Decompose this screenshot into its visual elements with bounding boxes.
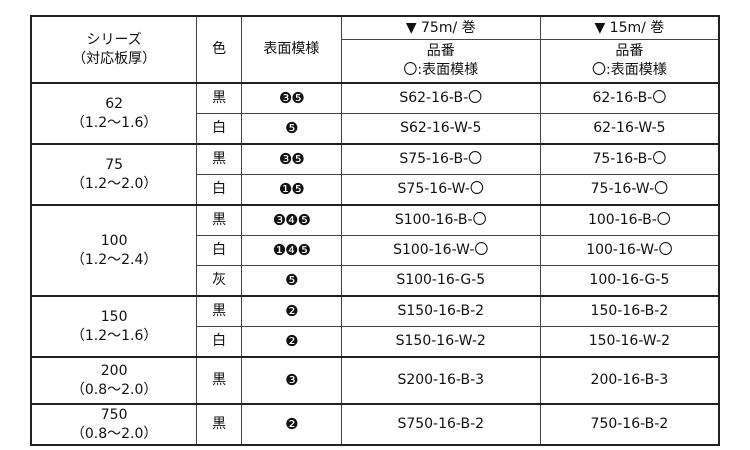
header-series: シリーズ （対応板厚） — [30, 15, 198, 84]
pattern-cell: ❺ — [241, 265, 342, 297]
pattern-cell: ❸❺ — [241, 82, 342, 114]
header-part-75: 品番 〇:表面模様 — [340, 39, 541, 84]
table-row: 白 ❶❺ S75-16-W-〇 75-16-W-〇 — [31, 174, 720, 206]
table-row: 200 （0.8～2.0）黒 ❸ S200-16-B-3 200-16-B-3 — [30, 356, 720, 405]
part-75-cell: S62-16-B-〇 — [340, 82, 541, 114]
series-cell: 200 （0.8～2.0） — [30, 356, 198, 405]
color-cell: 黒 — [196, 403, 243, 446]
part-15-cell: 100-16-G-5 — [539, 265, 720, 297]
part-15-cell: 200-16-B-3 — [539, 356, 720, 405]
pattern-cell: ❶❺ — [241, 174, 342, 206]
table-row: 150 （1.2～1.6）黒 ❷ S150-16-B-2 150-16-B-2 — [30, 295, 720, 358]
pattern-cell: ❷ — [241, 295, 342, 327]
part-15-cell: 62-16-W-5 — [539, 113, 720, 145]
part-15-cell: 750-16-B-2 — [539, 403, 720, 446]
table-row: 白 ❺ S62-16-W-5 62-16-W-5 — [31, 113, 720, 145]
series-cell: 150 （1.2～1.6） — [30, 295, 198, 358]
series-cell: 750 （0.8～2.0） — [30, 403, 198, 446]
color-cell: 黒 — [196, 204, 243, 236]
part-15-cell: 150-16-B-2 — [539, 295, 720, 327]
part-15-cell: 75-16-W-〇 — [539, 174, 720, 206]
part-75-cell: S100-16-W-〇 — [340, 235, 541, 266]
part-75-cell: S200-16-B-3 — [340, 356, 541, 405]
series-cell: 100 （1.2～2.4） — [30, 204, 198, 297]
color-cell: 白 — [196, 326, 243, 358]
pattern-cell: ❺ — [241, 113, 342, 145]
part-75-cell: S100-16-G-5 — [340, 265, 541, 297]
table-row: 75 （1.2～2.0）黒 ❸❺ S75-16-B-〇 75-16-B-〇 — [30, 143, 720, 206]
color-cell: 白 — [196, 235, 243, 266]
part-15-cell: 100-16-B-〇 — [539, 204, 720, 236]
table-row: 62 （1.2～1.6）黒 ❸❺ S62-16-B-〇 62-16-B-〇 — [30, 82, 720, 145]
header-color: 色 — [196, 15, 243, 84]
part-75-cell: S62-16-W-5 — [340, 113, 541, 145]
pattern-cell: ❷ — [241, 326, 342, 358]
color-cell: 黒 — [196, 356, 243, 405]
color-cell: 白 — [196, 113, 243, 145]
table-row: 750 （0.8～2.0）黒 ❷ S750-16-B-2 750-16-B-2 — [30, 403, 720, 446]
pattern-cell: ❸❹❺ — [241, 204, 342, 236]
color-cell: 黒 — [196, 295, 243, 327]
pattern-cell: ❸❺ — [241, 143, 342, 175]
part-75-cell: S75-16-B-〇 — [340, 143, 541, 175]
part-75-cell: S150-16-W-2 — [340, 326, 541, 358]
part-75-cell: S750-16-B-2 — [340, 403, 541, 446]
part-75-cell: S150-16-B-2 — [340, 295, 541, 327]
part-15-cell: 150-16-W-2 — [539, 326, 720, 358]
series-cell: 62 （1.2～1.6） — [30, 82, 198, 145]
part-75-cell: S100-16-B-〇 — [340, 204, 541, 236]
header-part-15: 品番 〇:表面模様 — [539, 39, 720, 84]
color-cell: 黒 — [196, 82, 243, 114]
pattern-cell: ❷ — [241, 403, 342, 446]
product-table: シリーズ （対応板厚） 色 表面模様 ▼ 75m/ 巻 ▼ 15m/ 巻 品番 〇:… — [30, 15, 720, 446]
series-cell: 75 （1.2～2.0） — [30, 143, 198, 206]
part-15-cell: 75-16-B-〇 — [539, 143, 720, 175]
table-row: 100 （1.2～2.4）黒 ❸❹❺ S100-16-B-〇 100-16-B-〇 — [30, 204, 720, 297]
part-75-cell: S75-16-W-〇 — [340, 174, 541, 206]
header-pattern: 表面模様 — [241, 15, 342, 84]
header-roll-15: ▼ 15m/ 巻 — [539, 15, 720, 40]
table-row: 灰 ❺ S100-16-G-5 100-16-G-5 — [31, 265, 720, 297]
part-15-cell: 62-16-B-〇 — [539, 82, 720, 114]
color-cell: 黒 — [196, 143, 243, 175]
table-row: 白 ❶❹❺ S100-16-W-〇 100-16-W-〇 — [31, 235, 720, 266]
color-cell: 白 — [196, 174, 243, 206]
part-15-cell: 100-16-W-〇 — [539, 235, 720, 266]
pattern-cell: ❸ — [241, 356, 342, 405]
pattern-cell: ❶❹❺ — [241, 235, 342, 266]
color-cell: 灰 — [196, 265, 243, 297]
header-roll-75: ▼ 75m/ 巻 — [340, 15, 541, 40]
table-row: 白 ❷ S150-16-W-2 150-16-W-2 — [31, 326, 720, 358]
